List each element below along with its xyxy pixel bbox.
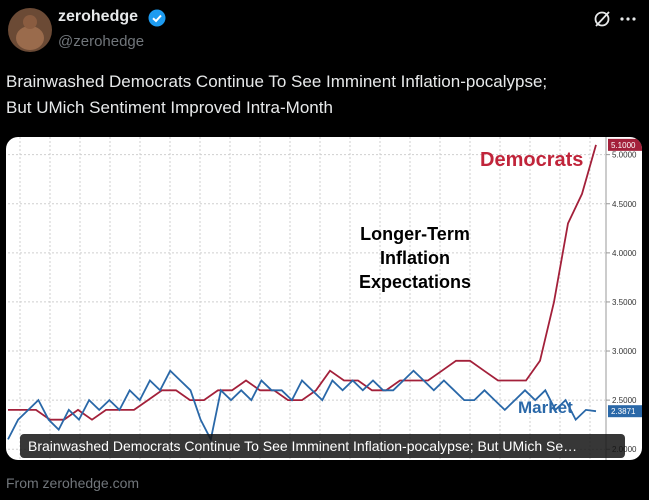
end-label: 2.3871	[611, 407, 636, 416]
series-line	[8, 144, 597, 421]
annotation: Market	[518, 398, 573, 417]
user-handle[interactable]: @zerohedge	[58, 33, 145, 50]
image-caption: Brainwashed Democrats Continue To See Im…	[20, 434, 625, 458]
grok-icon[interactable]	[592, 9, 612, 29]
source-link[interactable]: From zerohedge.com	[6, 475, 140, 491]
chart: Democrats Longer-Term Inflation Expectat…	[7, 137, 642, 460]
y-tick-label: 4.0000	[612, 249, 637, 258]
series-line	[7, 369, 597, 443]
chart-image[interactable]: Democrats Longer-Term Inflation Expectat…	[6, 137, 642, 460]
annotation: Expectations	[359, 272, 471, 292]
y-tick-label: 3.0000	[612, 347, 637, 356]
annotation: Longer-Term	[360, 224, 470, 244]
y-tick-label: 4.5000	[612, 200, 637, 209]
end-label-box	[608, 405, 642, 418]
more-icon[interactable]	[618, 9, 638, 29]
y-tick-label: 5.0000	[612, 151, 637, 160]
verified-badge	[148, 9, 166, 27]
annotation: Inflation	[380, 248, 450, 268]
user-name[interactable]: zerohedge	[58, 8, 139, 25]
avatar[interactable]	[8, 8, 52, 52]
end-label-box	[608, 138, 642, 151]
tweet-text: But UMich Sentiment Improved Intra-Month	[6, 98, 333, 117]
y-tick-label: 3.5000	[612, 298, 637, 307]
annotation: Democrats	[480, 149, 583, 171]
end-label: 5.1000	[611, 141, 636, 150]
y-tick-label: 2.5000	[612, 396, 637, 405]
tweet-text: Brainwashed Democrats Continue To See Im…	[6, 72, 548, 91]
